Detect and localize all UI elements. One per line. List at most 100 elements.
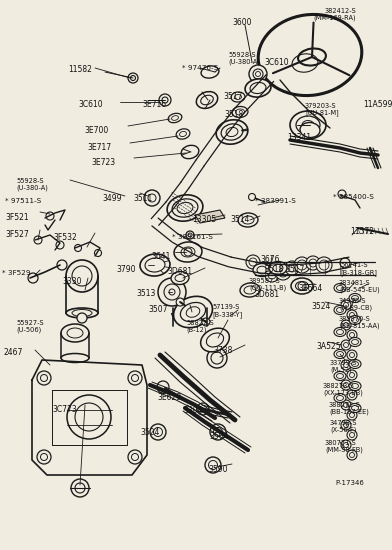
- Ellipse shape: [168, 113, 182, 123]
- Text: 55928-S
(U-380-A): 55928-S (U-380-A): [228, 52, 260, 65]
- Text: P-17346: P-17346: [335, 480, 364, 486]
- Text: 3499: 3499: [102, 194, 122, 203]
- Ellipse shape: [231, 92, 245, 102]
- Ellipse shape: [334, 283, 346, 293]
- Ellipse shape: [334, 305, 346, 315]
- Ellipse shape: [232, 107, 248, 118]
- Ellipse shape: [300, 123, 320, 138]
- Circle shape: [298, 282, 306, 290]
- Ellipse shape: [66, 308, 98, 318]
- Text: 3A525: 3A525: [316, 342, 341, 351]
- Text: * 3F529: * 3F529: [2, 270, 31, 276]
- Ellipse shape: [349, 316, 361, 324]
- Circle shape: [46, 212, 54, 220]
- Circle shape: [28, 273, 38, 283]
- Circle shape: [34, 236, 42, 244]
- Ellipse shape: [72, 266, 92, 286]
- Ellipse shape: [140, 254, 170, 276]
- Circle shape: [347, 350, 357, 360]
- Ellipse shape: [181, 145, 199, 159]
- Text: 3524: 3524: [311, 302, 330, 311]
- Text: 58822-S
(B-12): 58822-S (B-12): [186, 320, 214, 333]
- Text: 3330: 3330: [62, 277, 82, 286]
- Circle shape: [94, 250, 102, 256]
- Text: 11A599: 11A599: [363, 100, 392, 109]
- Circle shape: [77, 313, 87, 323]
- Circle shape: [128, 371, 142, 385]
- Text: 33799-S
(M-52): 33799-S (M-52): [330, 360, 357, 373]
- Text: 3600: 3600: [232, 18, 252, 27]
- Text: 3517: 3517: [285, 265, 304, 274]
- Ellipse shape: [334, 393, 346, 403]
- Circle shape: [285, 261, 299, 275]
- Text: 3518: 3518: [224, 110, 243, 119]
- Text: 3518: 3518: [264, 265, 283, 274]
- Circle shape: [294, 257, 310, 273]
- Circle shape: [341, 380, 351, 390]
- Text: 385970-S
(BB-815-AA): 385970-S (BB-815-AA): [339, 316, 379, 329]
- Circle shape: [347, 390, 357, 400]
- Ellipse shape: [174, 242, 202, 262]
- Circle shape: [347, 430, 357, 440]
- Ellipse shape: [66, 260, 98, 292]
- Circle shape: [67, 395, 111, 439]
- Ellipse shape: [349, 360, 361, 368]
- Text: * 383991-S: * 383991-S: [255, 198, 296, 204]
- Circle shape: [316, 257, 332, 273]
- Ellipse shape: [349, 338, 361, 346]
- Ellipse shape: [296, 116, 320, 134]
- Circle shape: [150, 424, 166, 440]
- Circle shape: [158, 278, 186, 306]
- Circle shape: [249, 65, 267, 83]
- Text: 3514: 3514: [230, 215, 249, 224]
- Circle shape: [341, 440, 351, 450]
- Ellipse shape: [61, 324, 89, 342]
- Text: 3E717: 3E717: [87, 143, 111, 152]
- Text: * 97511-S: * 97511-S: [5, 198, 41, 204]
- Circle shape: [338, 190, 346, 198]
- Ellipse shape: [221, 124, 243, 140]
- Ellipse shape: [349, 382, 361, 390]
- Circle shape: [275, 264, 291, 280]
- Circle shape: [71, 479, 89, 497]
- Circle shape: [159, 94, 171, 106]
- Circle shape: [37, 371, 51, 385]
- Text: 388272-S
(BB-187-EE): 388272-S (BB-187-EE): [329, 402, 369, 415]
- Text: * 97476-S: * 97476-S: [182, 65, 218, 71]
- Text: 3641: 3641: [151, 252, 171, 261]
- Ellipse shape: [238, 213, 258, 227]
- Ellipse shape: [334, 349, 346, 359]
- Text: 3F527: 3F527: [5, 230, 29, 239]
- Ellipse shape: [167, 195, 203, 221]
- Circle shape: [306, 256, 320, 270]
- Circle shape: [246, 255, 260, 269]
- Circle shape: [340, 258, 350, 268]
- Ellipse shape: [196, 92, 218, 108]
- Circle shape: [265, 268, 279, 282]
- Circle shape: [184, 248, 192, 256]
- Circle shape: [259, 262, 271, 274]
- Circle shape: [341, 300, 351, 310]
- Text: 3507: 3507: [148, 305, 167, 314]
- Text: 56741-S
[B-318-GR]: 56741-S [B-318-GR]: [340, 262, 377, 276]
- Circle shape: [347, 410, 357, 420]
- Circle shape: [128, 450, 142, 464]
- Circle shape: [207, 348, 227, 368]
- Ellipse shape: [290, 111, 326, 139]
- Text: 3E700: 3E700: [84, 126, 108, 135]
- Ellipse shape: [349, 294, 361, 302]
- Text: 3E716: 3E716: [142, 100, 166, 109]
- Ellipse shape: [201, 328, 229, 352]
- Circle shape: [341, 340, 351, 350]
- Text: * 385400-S: * 385400-S: [333, 194, 374, 200]
- Text: 3790: 3790: [116, 265, 136, 274]
- Text: 3304: 3304: [183, 406, 203, 415]
- Text: 11582: 11582: [68, 65, 92, 74]
- Ellipse shape: [176, 129, 190, 139]
- Ellipse shape: [61, 354, 89, 362]
- Text: 3738: 3738: [213, 346, 232, 355]
- Text: 380771-S
(MM-38-FB): 380771-S (MM-38-FB): [325, 440, 363, 453]
- Text: 3676: 3676: [260, 255, 279, 264]
- Text: 389587-S
(QQ-111-B): 389587-S (QQ-111-B): [249, 278, 286, 292]
- Text: 3F532: 3F532: [53, 233, 77, 242]
